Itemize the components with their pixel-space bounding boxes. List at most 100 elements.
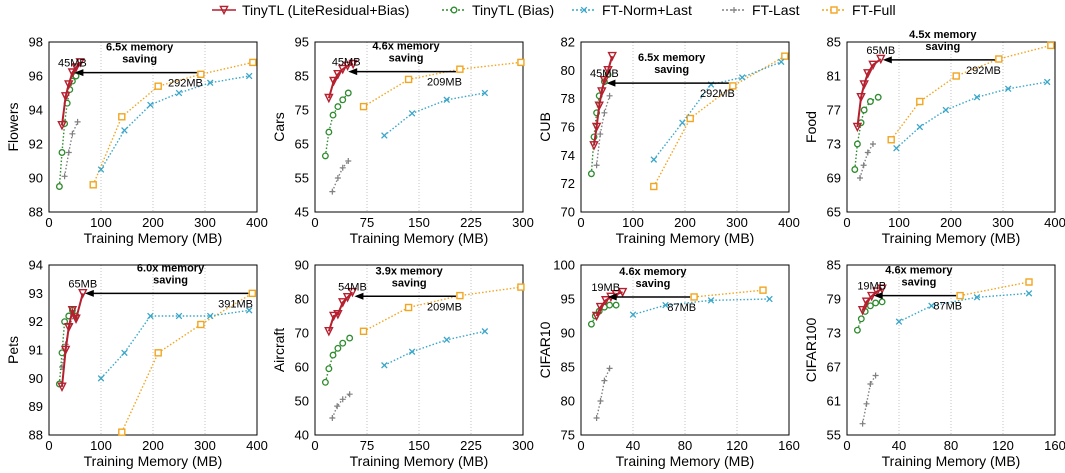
data-point <box>338 64 348 75</box>
data-point <box>154 82 162 90</box>
legend-label: FT-Full <box>852 2 896 18</box>
x-tick-label: 300 <box>726 215 748 230</box>
data-point <box>97 375 105 382</box>
data-point <box>916 97 924 106</box>
series-1 <box>591 287 628 322</box>
data-point <box>603 66 613 76</box>
x-tick-label: 400 <box>778 215 800 230</box>
data-point <box>597 398 604 404</box>
y-tick-label: 60 <box>295 360 309 375</box>
x-tick-label: 75 <box>360 438 374 453</box>
data-point <box>57 120 67 131</box>
series-5 <box>956 278 1033 300</box>
data-point <box>607 51 617 62</box>
annotation-from-label: 19MB <box>857 281 886 293</box>
legend-label: FT-Last <box>752 2 800 18</box>
data-point <box>346 391 353 398</box>
data-point <box>248 289 257 298</box>
data-point <box>67 68 78 78</box>
y-tick-label: 70 <box>295 326 309 341</box>
data-point <box>662 301 669 309</box>
data-point <box>587 320 595 328</box>
x-tick-label: 0 <box>45 438 52 453</box>
series-4 <box>329 158 352 195</box>
data-point <box>348 59 358 70</box>
series-line <box>595 368 611 419</box>
y-tick-label: 55 <box>295 171 309 186</box>
series-line <box>898 292 1030 323</box>
data-point <box>197 70 205 79</box>
data-point <box>206 312 214 320</box>
series-1 <box>57 289 88 392</box>
data-point <box>887 136 895 144</box>
data-point <box>856 92 866 103</box>
y-axis-title: Flowers <box>5 102 21 151</box>
series-1 <box>852 54 886 133</box>
series-5 <box>89 58 257 189</box>
y-axis-title: CUB <box>537 112 553 142</box>
y-tick-label: 80 <box>561 63 575 78</box>
chart-panel-3: 0 100 200 300 400 70 72 74 76 78 80 82 Training Memo… <box>537 35 800 247</box>
data-point <box>404 303 413 312</box>
series-3 <box>97 307 253 382</box>
series-2 <box>587 301 620 328</box>
x-axis-title: Training Memory (MB) <box>616 230 755 246</box>
axis-frame <box>48 264 258 436</box>
x-tick-label: 40 <box>892 438 906 453</box>
data-point <box>606 92 613 99</box>
data-point <box>197 320 205 329</box>
x-tick-label: 160 <box>778 438 800 453</box>
series-line <box>324 337 351 383</box>
annotation-text: saving <box>392 277 427 289</box>
data-point <box>321 378 329 386</box>
arrow-head <box>84 289 94 297</box>
series-4 <box>859 372 879 427</box>
y-axis-title: CIFAR100 <box>803 317 819 382</box>
y-tick-label: 88 <box>29 428 43 443</box>
data-point <box>874 93 882 101</box>
data-point <box>345 158 352 164</box>
x-tick-label: 300 <box>512 438 534 453</box>
series-2 <box>321 334 354 386</box>
y-tick-label: 40 <box>295 428 309 443</box>
data-point <box>321 152 329 160</box>
data-point <box>443 336 450 344</box>
data-point <box>175 312 183 320</box>
y-tick-label: 90 <box>29 371 43 386</box>
x-tick-label: 200 <box>940 215 962 230</box>
data-point <box>456 65 464 73</box>
legend-label: TinyTL (LiteResidual+Bias) <box>242 2 409 18</box>
series-2 <box>851 93 882 173</box>
data-point <box>1047 41 1055 50</box>
data-point <box>517 283 525 291</box>
data-point <box>60 92 71 102</box>
data-point <box>973 294 981 301</box>
series-line <box>653 61 782 161</box>
data-point <box>591 122 602 133</box>
data-point <box>852 122 863 133</box>
axis-frame <box>314 41 524 213</box>
data-point <box>860 162 867 169</box>
data-point <box>857 315 865 323</box>
x-axis-title: Training Memory (MB) <box>84 453 223 469</box>
y-tick-label: 85 <box>561 360 575 375</box>
x-tick-label: 225 <box>460 438 482 453</box>
data-point <box>339 339 347 347</box>
series-4 <box>61 118 81 180</box>
data-point <box>346 334 354 342</box>
series-line <box>694 289 764 298</box>
chart-panel-5: 0 100 200 300 400 88 89 90 91 92 93 94 Training Memo… <box>5 258 268 470</box>
data-point <box>1025 290 1033 297</box>
chart-panel-1: 0 100 200 300 400 88 90 92 94 96 98 Training Memory… <box>5 35 268 247</box>
data-point <box>853 326 861 334</box>
y-axis-title: Aircraft <box>271 328 287 372</box>
data-point <box>686 114 694 123</box>
x-axis-title: Training Memory (MB) <box>84 230 223 246</box>
data-point <box>347 287 358 298</box>
data-point <box>64 323 74 333</box>
annotation-to-label: 209MB <box>427 77 462 89</box>
data-point <box>71 314 81 324</box>
legend-marker <box>731 7 737 13</box>
x-tick-label: 80 <box>678 438 692 453</box>
